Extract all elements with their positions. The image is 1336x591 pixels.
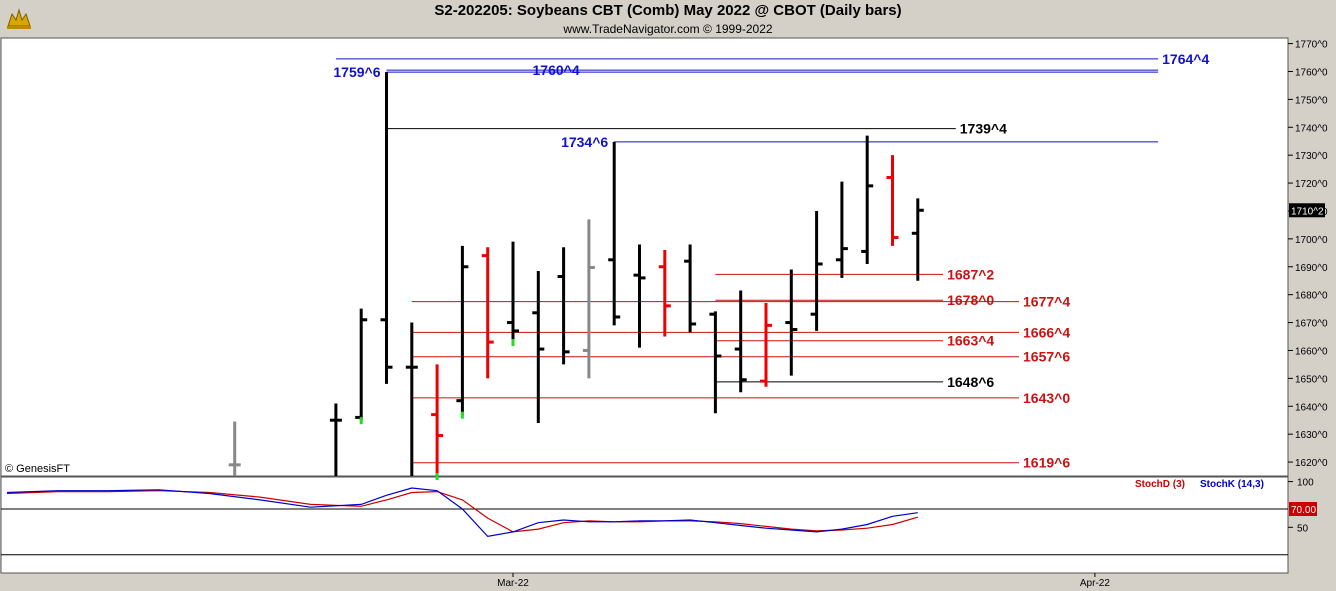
ohlc-bar bbox=[658, 250, 671, 337]
stoch-d-line bbox=[6, 490, 918, 533]
price-tick-label: 1740^0 bbox=[1295, 123, 1328, 134]
stoch-k-label: StochK (14,3) bbox=[1200, 479, 1264, 490]
ohlc-bar bbox=[785, 269, 798, 376]
chart-title: S2-202205: Soybeans CBT (Comb) May 2022 … bbox=[434, 2, 902, 19]
ohlc-bar bbox=[582, 219, 595, 379]
ohlc-bar bbox=[557, 247, 570, 365]
ohlc-bar bbox=[861, 135, 874, 264]
price-tick-label: 1660^0 bbox=[1295, 346, 1328, 357]
level-label: 1734^6 bbox=[561, 134, 608, 150]
ohlc-bar bbox=[608, 141, 621, 326]
ohlc-bar bbox=[760, 303, 772, 387]
ohlc-bar bbox=[507, 241, 519, 347]
ohlc-bar bbox=[633, 244, 646, 348]
price-tick-label: 1640^0 bbox=[1295, 402, 1328, 413]
level-label: 1663^4 bbox=[947, 333, 994, 349]
price-tick-label: 1720^0 bbox=[1295, 179, 1328, 190]
level-label: 1687^2 bbox=[947, 266, 994, 282]
overbought-box bbox=[1289, 502, 1317, 516]
price-panel bbox=[0, 37, 1289, 477]
ohlc-bar bbox=[405, 322, 418, 476]
ohlc-bar bbox=[431, 364, 444, 480]
ohlc-bar bbox=[810, 210, 823, 331]
ohlc-bar bbox=[734, 290, 747, 393]
price-tick-label: 1770^0 bbox=[1295, 40, 1328, 51]
level-label: 1648^6 bbox=[947, 374, 994, 390]
price-bars bbox=[228, 72, 924, 480]
price-tick-label: 1750^0 bbox=[1295, 95, 1328, 106]
price-tick-label: 1760^0 bbox=[1295, 67, 1328, 78]
stoch-tick-label: 100 bbox=[1297, 478, 1314, 489]
ohlc-bar bbox=[481, 247, 494, 379]
stoch-k-line bbox=[6, 487, 918, 538]
ohlc-bar bbox=[355, 308, 368, 425]
stochastic-indicator: 100 50 70.00 bbox=[1, 478, 1317, 556]
level-label: 1619^6 bbox=[1023, 455, 1070, 471]
level-label: 1678^0 bbox=[947, 292, 994, 308]
price-tick-label: 1680^0 bbox=[1295, 291, 1328, 302]
level-label: 1764^4 bbox=[1162, 51, 1209, 67]
ohlc-bar bbox=[911, 198, 924, 281]
level-label: 1643^0 bbox=[1023, 390, 1070, 406]
time-axis: Mar-22 Apr-22 bbox=[497, 573, 1110, 589]
ohlc-bar bbox=[684, 244, 697, 333]
price-tick-label: 1690^0 bbox=[1295, 263, 1328, 274]
stoch-d-label: StochD (3) bbox=[1135, 479, 1185, 490]
level-label: 1677^4 bbox=[1023, 294, 1070, 310]
price-tick-label: 1630^0 bbox=[1295, 430, 1328, 441]
price-tick-label: 1700^0 bbox=[1295, 235, 1328, 246]
price-tick-label: 1730^0 bbox=[1295, 151, 1328, 162]
price-axis: 1770^0 1760^0 1750^0 1740^0 1730^0 1720^0 1710… bbox=[1288, 40, 1328, 469]
ohlc-bar bbox=[886, 155, 899, 246]
price-tick-label: 1650^0 bbox=[1295, 374, 1328, 385]
support-resistance-levels: 1764^4 1760^4 1759^6 1739^4 1734^6 1687^2 1678… bbox=[333, 51, 1209, 471]
overbought-label: 70.00 bbox=[1291, 505, 1316, 516]
level-label: 1760^4 bbox=[533, 62, 580, 78]
price-tick-label: 1620^0 bbox=[1295, 458, 1328, 469]
time-tick-label: Apr-22 bbox=[1080, 578, 1110, 589]
last-price-label: 1710^2 bbox=[1291, 206, 1324, 217]
level-label: 1666^4 bbox=[1023, 324, 1070, 340]
ohlc-bar bbox=[532, 270, 545, 423]
level-label: 1739^4 bbox=[960, 121, 1007, 137]
stoch-tick-label: 50 bbox=[1297, 523, 1309, 534]
ohlc-bar bbox=[835, 181, 848, 278]
bull-logo-icon bbox=[4, 4, 34, 32]
last-price-box bbox=[1289, 203, 1325, 218]
ohlc-bar bbox=[380, 72, 393, 384]
ohlc-bar bbox=[709, 311, 722, 414]
ohlc-bar bbox=[228, 421, 241, 476]
time-tick-label: Mar-22 bbox=[497, 578, 529, 589]
ohlc-bar bbox=[456, 245, 469, 419]
level-label: 1759^6 bbox=[333, 64, 380, 80]
level-label: 1657^6 bbox=[1023, 349, 1070, 365]
price-tick-label: 1670^0 bbox=[1295, 319, 1328, 330]
ohlc-bar bbox=[329, 403, 342, 476]
chart-subtitle: www.TradeNavigator.com © 1999-2022 bbox=[563, 22, 773, 36]
copyright-label: © GenesisFT bbox=[5, 463, 70, 475]
